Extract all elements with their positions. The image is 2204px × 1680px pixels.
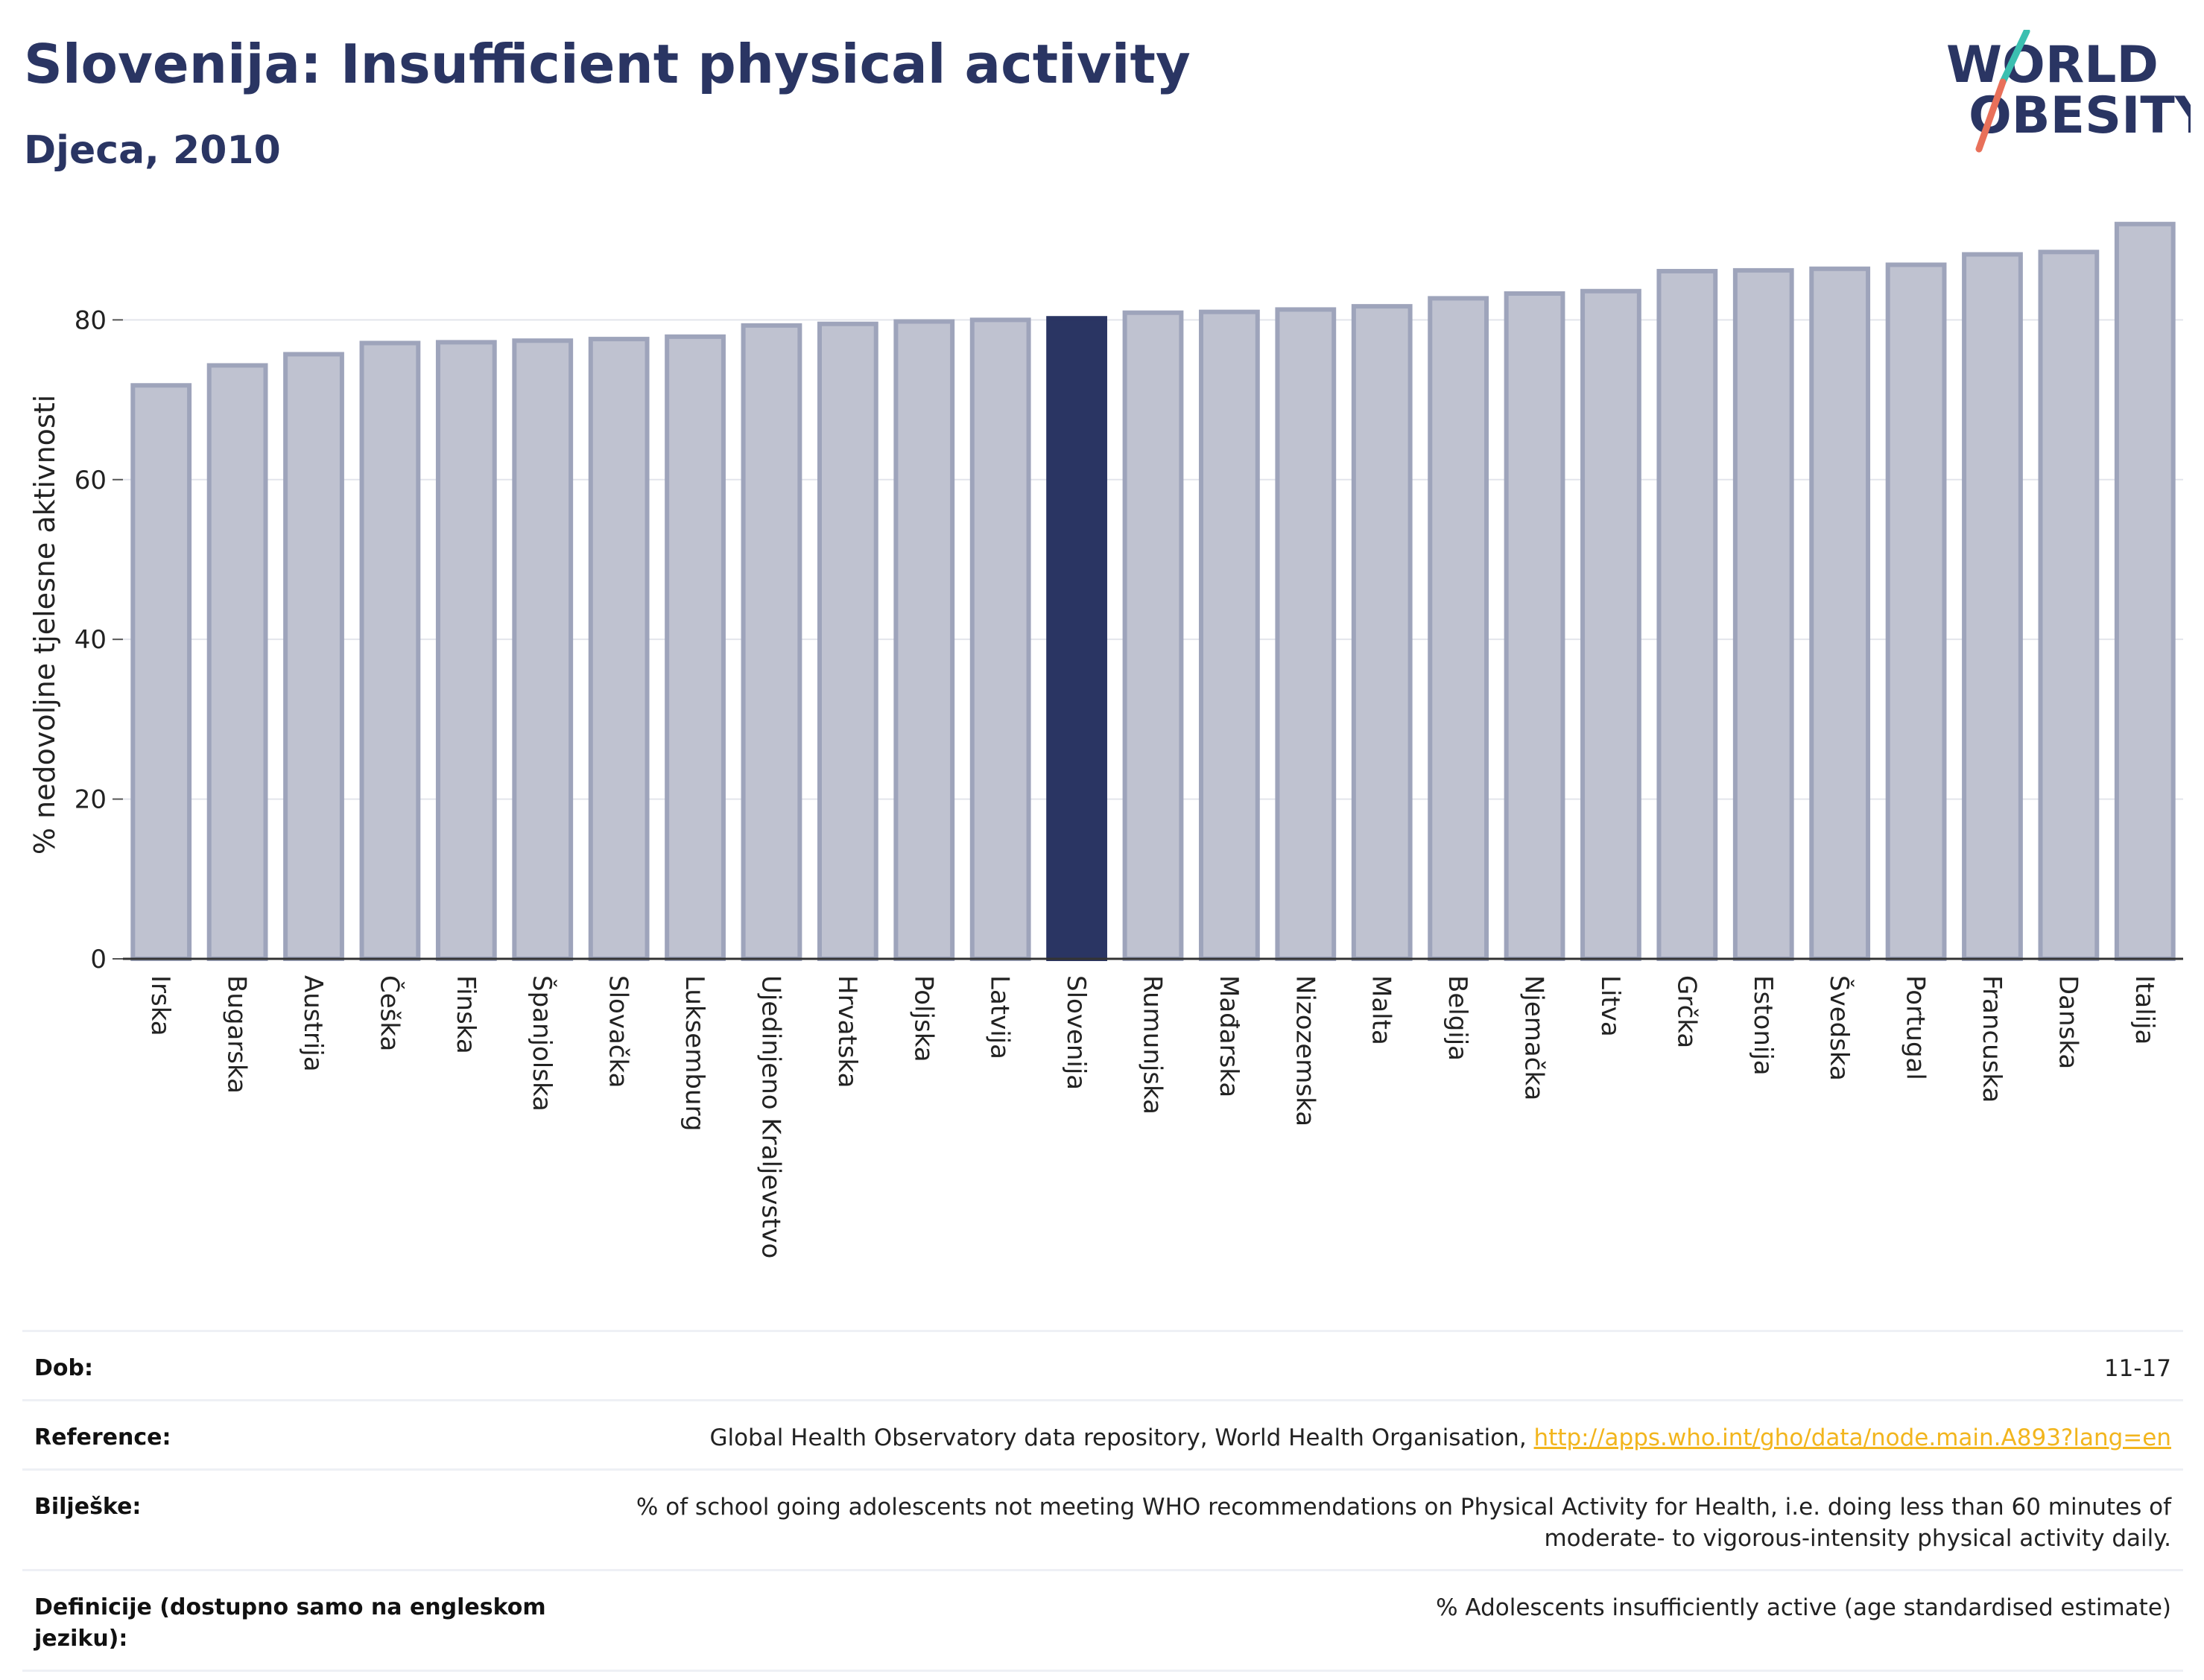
x-tick-label: Švedska	[1824, 975, 1855, 1081]
x-tick-label: Italija	[2129, 975, 2159, 1045]
x-tick-label: Rumunjska	[1138, 975, 1168, 1115]
bar	[1656, 268, 1718, 962]
x-tick-label: Španjolska	[527, 975, 557, 1112]
definitions-value: % Adolescents insufficiently active (age…	[1436, 1594, 2171, 1621]
info-row-definitions: Definicije (dostupno samo na engleskom j…	[22, 1569, 2183, 1672]
info-row-reference: Reference: Global Health Observatory dat…	[22, 1399, 2183, 1468]
reference-label: Reference:	[34, 1424, 171, 1451]
bar	[1809, 266, 1871, 962]
x-tick-label: Danska	[2053, 975, 2083, 1069]
logo-line2: OBESITY	[1969, 86, 2191, 145]
x-tick-label: Ujedinjeno Kraljevstvo	[756, 975, 785, 1258]
bar	[1885, 262, 1947, 961]
bar	[283, 352, 344, 961]
logo-slash-teal	[1999, 30, 2030, 86]
y-tick-label: 40	[75, 625, 107, 655]
x-tick-label: Mađarska	[1214, 975, 1244, 1097]
bar	[969, 317, 1031, 961]
y-tick-label: 0	[90, 945, 107, 974]
bar	[1580, 288, 1641, 961]
age-value: 11-17	[2103, 1355, 2171, 1382]
bar	[1275, 307, 1337, 962]
reference-link[interactable]: http://apps.who.int/gho/data/node.main.A…	[1533, 1424, 2171, 1451]
x-tick-label: Nizozemska	[1290, 975, 1320, 1126]
x-tick-label: Slovačka	[604, 975, 633, 1088]
x-tick-label: Portugal	[1901, 975, 1931, 1080]
bar	[1199, 309, 1260, 962]
bar	[512, 338, 574, 961]
bar	[1351, 304, 1413, 961]
x-tick-label: Irska	[145, 975, 175, 1036]
bar	[435, 340, 497, 961]
x-tick-label: Malta	[1367, 975, 1396, 1045]
logo-line1: WORLD	[1946, 36, 2159, 95]
x-tick-label: Litva	[1595, 975, 1625, 1037]
x-tick-label: Poljska	[908, 975, 938, 1062]
x-tick-label: Hrvatska	[832, 975, 862, 1088]
bar	[1962, 252, 2023, 961]
bar	[817, 321, 878, 961]
x-tick-label: Njemačka	[1519, 975, 1549, 1100]
bar	[588, 337, 650, 962]
world-obesity-logo: WORLD OBESITY	[1946, 30, 2191, 153]
bar	[665, 334, 726, 962]
x-tick-label: Bugarska	[222, 975, 252, 1094]
bar	[741, 323, 802, 962]
notes-label: Bilješke:	[34, 1494, 142, 1520]
bar	[1504, 291, 1565, 961]
definitions-label: Definicije (dostupno samo na engleskom j…	[34, 1594, 546, 1652]
y-tick-label: 60	[75, 466, 107, 495]
x-tick-label: Estonija	[1748, 975, 1778, 1076]
bar	[1732, 267, 1794, 961]
bar	[1122, 310, 1184, 961]
bar	[1046, 316, 1107, 961]
notes-value: % of school going adolescents not meetin…	[636, 1494, 2171, 1552]
x-tick-label: Luksemburg	[680, 975, 709, 1131]
reference-text: Global Health Observatory data repositor…	[709, 1424, 1534, 1451]
page-title: Slovenija: Insufficient physical activit…	[24, 33, 1191, 95]
reference-value: Global Health Observatory data repositor…	[709, 1422, 2171, 1454]
bar	[2114, 221, 2176, 961]
age-label: Dob:	[34, 1355, 93, 1381]
logo-slash-coral	[1975, 78, 2007, 153]
bar	[893, 319, 955, 961]
x-tick-label: Grčka	[1671, 975, 1701, 1048]
x-tick-label: Belgija	[1443, 975, 1472, 1061]
x-tick-label: Austrija	[298, 975, 328, 1072]
x-tick-label: Latvija	[985, 975, 1015, 1059]
bar	[1428, 296, 1489, 962]
info-row-age: Dob: 11-17	[22, 1330, 2183, 1399]
y-tick-label: 80	[75, 305, 107, 335]
bar-chart: 0 20 40 60 80 % nedovoljne tjelesne aktivnost…	[28, 221, 2183, 1258]
bar	[206, 363, 268, 961]
page-subtitle: Djeca, 2010	[24, 128, 281, 173]
x-tick-label: Češka	[374, 975, 405, 1051]
bar	[2038, 250, 2100, 961]
x-tick-label: Francuska	[1977, 975, 2007, 1103]
x-tick-label: Slovenija	[1061, 975, 1091, 1090]
y-axis-title: % nedovoljne tjelesne aktivnosti	[28, 395, 61, 855]
info-table: Dob: 11-17 Reference: Global Health Obse…	[22, 1330, 2183, 1672]
info-row-notes: Bilješke: % of school going adolescents …	[22, 1468, 2183, 1569]
bar	[359, 340, 421, 961]
bar	[130, 383, 192, 961]
y-tick-label: 20	[75, 785, 107, 815]
x-tick-label: Finska	[451, 975, 481, 1054]
